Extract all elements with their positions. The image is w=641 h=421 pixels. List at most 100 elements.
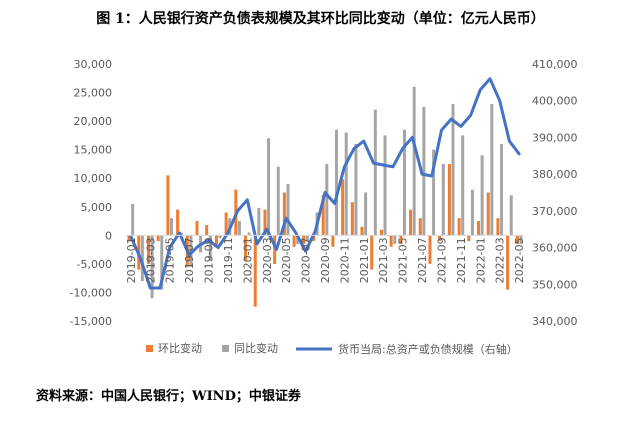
bar-yoy — [441, 163, 445, 236]
x-tick-label: 2022-01 — [474, 237, 487, 283]
line-layer — [129, 77, 521, 290]
bar-yoy — [344, 132, 348, 236]
y-left-tick-label: 5,000 — [81, 201, 113, 214]
bar-yoy — [276, 166, 280, 236]
bar-yoy — [509, 195, 513, 236]
bar-mom — [195, 221, 199, 236]
legend-label: 货币当局:总资产或负债规模（右轴） — [338, 342, 518, 356]
x-tick-label: 2020-03 — [261, 237, 274, 283]
line-total-assets — [129, 77, 521, 290]
legend-swatch — [222, 345, 229, 352]
bar-mom — [146, 235, 150, 264]
bar-yoy — [296, 235, 300, 244]
bar-mom — [282, 192, 286, 236]
bar-yoy — [131, 203, 135, 236]
bar-mom — [224, 212, 228, 236]
bar-mom — [389, 235, 393, 247]
x-tick-label: 2019-07 — [183, 237, 196, 283]
x-tick-label: 2020-01 — [241, 237, 254, 283]
x-tick-label: 2019-01 — [125, 237, 138, 283]
bar-yoy — [490, 103, 494, 236]
bar-yoy — [257, 207, 261, 236]
bar-yoy — [393, 235, 397, 244]
bar-mom — [244, 235, 248, 262]
bar-yoy — [354, 143, 358, 236]
bar-mom — [350, 202, 354, 236]
x-tick-label: 2021-09 — [435, 237, 448, 283]
bar-mom — [477, 221, 481, 236]
source-note: 资料来源：中国人民银行；WIND；中银证券 — [36, 389, 301, 404]
bar-mom — [302, 235, 306, 244]
y-right-tick-label: 360,000 — [532, 242, 578, 255]
bar-yoy — [218, 235, 222, 239]
y-right-tick-label: 410,000 — [532, 58, 578, 71]
y-left-tick-label: 30,000 — [74, 58, 113, 71]
bar-mom — [176, 209, 180, 236]
x-tick-label: 2021-11 — [455, 237, 468, 283]
y-left-tick-label: -15,000 — [70, 315, 112, 328]
x-tick-label: 2020-11 — [338, 237, 351, 283]
bar-yoy — [286, 183, 290, 236]
y-left-tick-label: 20,000 — [74, 115, 113, 128]
y-left-tick-label: 25,000 — [74, 87, 113, 100]
bar-yoy — [519, 235, 523, 244]
y-left-tick-label: 0 — [105, 229, 112, 242]
bar-mom — [379, 229, 383, 236]
bar-mom — [341, 179, 345, 236]
bar-yoy — [422, 106, 426, 236]
legend: 环比变动 同比变动 货币当局:总资产或负债规模（右轴） — [146, 341, 518, 356]
x-tick-label: 2022-03 — [494, 237, 507, 283]
bar-mom — [457, 218, 461, 236]
x-tick-label: 2019-09 — [203, 237, 216, 283]
y-right-tick-label: 380,000 — [532, 168, 578, 181]
x-tick-label: 2021-03 — [377, 237, 390, 283]
x-tick-label: 2019-05 — [164, 237, 177, 283]
bar-yoy — [150, 235, 154, 299]
x-tick-label: 2019-03 — [144, 237, 157, 283]
bar-yoy — [364, 192, 368, 236]
bar-mom — [166, 175, 170, 236]
y-right-tick-label: 390,000 — [532, 131, 578, 144]
bar-mom — [253, 235, 257, 307]
y-right-tick-label: 370,000 — [532, 205, 578, 218]
bar-mom — [438, 235, 442, 242]
figure-title: 图 1：人民银行资产负债表规模及其环比同比变动（单位：亿元人民币） — [96, 11, 545, 27]
bar-yoy — [480, 155, 484, 236]
bar-yoy — [189, 235, 193, 267]
bar-mom — [156, 235, 160, 242]
bar-mom — [127, 235, 131, 242]
bar-yoy — [500, 143, 504, 236]
y-left-tick-label: 10,000 — [74, 172, 113, 185]
bar-yoy — [160, 235, 164, 290]
bar-yoy — [373, 109, 377, 236]
y-left-tick-label: -5,000 — [77, 258, 112, 271]
bar-mom — [360, 226, 364, 236]
axes-layer: -15,000 -10,000 -5,000 0 5,000 10,000 15,000 20… — [70, 58, 578, 328]
legend-label: 同比变动 — [234, 341, 278, 355]
bar-mom — [486, 192, 490, 236]
y-right-tick-label: 400,000 — [532, 95, 578, 108]
bar-yoy — [247, 232, 251, 236]
x-tick-label: 2019-11 — [222, 237, 235, 283]
bar-yoy — [335, 129, 339, 236]
bar-mom — [263, 209, 267, 236]
bar-yoy — [208, 235, 212, 262]
y-left-tick-label: -10,000 — [70, 286, 112, 299]
bar-mom — [467, 235, 471, 242]
bar-mom — [418, 218, 422, 236]
bar-mom — [292, 235, 296, 247]
x-tick-label: 2020-05 — [280, 237, 293, 283]
bar-mom — [214, 235, 218, 247]
bar-yoy — [412, 86, 416, 236]
bar-yoy — [140, 235, 144, 282]
bar-mom — [321, 195, 325, 236]
bar-mom — [409, 209, 413, 236]
bar-yoy — [305, 235, 309, 242]
x-tick-label: 2022-05 — [513, 237, 526, 283]
x-tick-label: 2020-07 — [300, 237, 313, 283]
bar-yoy — [432, 149, 436, 236]
bar-yoy — [461, 135, 465, 236]
bar-yoy — [325, 163, 329, 236]
bar-yoy — [383, 135, 387, 236]
